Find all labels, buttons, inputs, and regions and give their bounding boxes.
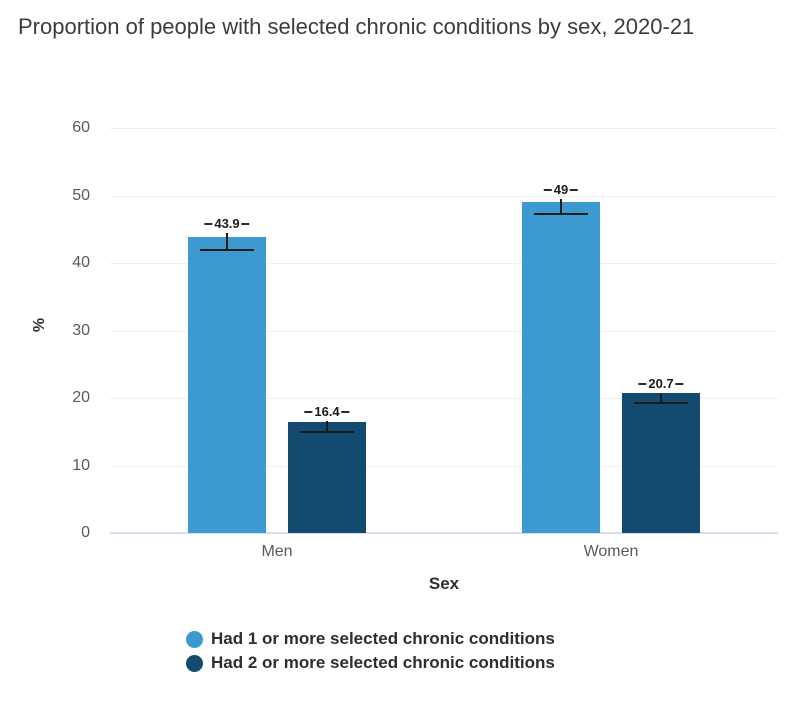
- bar-value-text: 49: [553, 182, 569, 198]
- bar[interactable]: [288, 422, 366, 533]
- error-bar-top-cap: [341, 411, 350, 414]
- gridline: [110, 128, 778, 129]
- gridline: [110, 195, 778, 197]
- y-tick-label: 0: [81, 524, 90, 541]
- bar-value-text: 20.7: [648, 375, 674, 391]
- error-bar-line: [226, 232, 228, 250]
- bar[interactable]: [188, 236, 266, 533]
- gridline: [110, 398, 778, 399]
- bar-value-text: 16.4: [314, 404, 340, 420]
- legend-label: Had 1 or more selected chronic condition…: [211, 629, 555, 648]
- gridline: [110, 465, 778, 467]
- gridline: [110, 330, 778, 332]
- legend-marker-circle-icon: [186, 654, 203, 672]
- error-bar-bottom-cap: [200, 248, 254, 251]
- legend-item[interactable]: Had 2 or more selected chronic condition…: [186, 651, 555, 675]
- bar[interactable]: [522, 202, 600, 533]
- x-axis-line: [110, 532, 778, 534]
- legend: Had 1 or more selected chronic condition…: [186, 627, 555, 675]
- bar-value-label: 16.4: [304, 404, 350, 420]
- y-tick-label: 10: [72, 456, 90, 474]
- chart-title: Proportion of people with selected chron…: [18, 14, 695, 39]
- error-bar-line: [560, 199, 562, 215]
- error-bar-top-cap: [675, 382, 684, 385]
- legend-marker-circle-icon: [186, 630, 203, 648]
- x-axis-label: Sex: [428, 574, 460, 593]
- error-bar-bottom-cap: [534, 213, 588, 216]
- legend-label: Had 2 or more selected chronic condition…: [211, 653, 555, 672]
- bar-value-label: 43.9: [204, 215, 250, 232]
- error-bar-line: [326, 421, 328, 433]
- error-bar-top-cap: [638, 382, 647, 385]
- y-tick-label: 40: [72, 254, 90, 271]
- y-tick-label: 60: [72, 119, 90, 136]
- error-bar-bottom-cap: [634, 401, 688, 404]
- bar-value-text: 43.9: [214, 215, 240, 231]
- error-bar-top-cap: [543, 189, 552, 192]
- bar-value-label: 49: [543, 182, 579, 198]
- error-bar-bottom-cap: [300, 431, 354, 434]
- category-label: Women: [583, 543, 639, 560]
- error-bar-top-cap: [241, 222, 250, 225]
- y-tick-label: 30: [72, 321, 90, 339]
- y-tick-label: 20: [72, 389, 90, 406]
- error-bar-top-cap: [570, 189, 579, 192]
- error-bar-top-cap: [204, 222, 213, 225]
- bar[interactable]: [622, 393, 700, 533]
- bar-value-label: 20.7: [638, 375, 684, 392]
- gridline: [110, 263, 778, 264]
- category-label: Men: [261, 543, 293, 560]
- legend-item[interactable]: Had 1 or more selected chronic condition…: [186, 627, 555, 651]
- error-bar-top-cap: [304, 411, 313, 414]
- error-bar-line: [660, 392, 662, 403]
- y-tick-label: 50: [72, 186, 90, 204]
